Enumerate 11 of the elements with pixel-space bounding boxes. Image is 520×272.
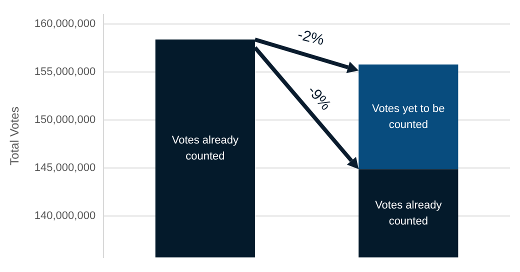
- annotation: -2%: [296, 26, 326, 50]
- y-tick-label: 160,000,000: [34, 18, 96, 30]
- y-tick-label: 155,000,000: [34, 66, 96, 78]
- y-tick-label: 150,000,000: [34, 114, 96, 126]
- annotation: -9%: [304, 82, 334, 114]
- y-axis-title: Total Votes: [8, 106, 22, 166]
- series-label: Votes already counted: [375, 199, 442, 228]
- series-label: Votes yet to be counted: [372, 102, 445, 131]
- y-tick-label: 140,000,000: [34, 210, 96, 222]
- text: Votes already counted: [172, 134, 239, 163]
- y-tick-label: 145,000,000: [34, 162, 96, 174]
